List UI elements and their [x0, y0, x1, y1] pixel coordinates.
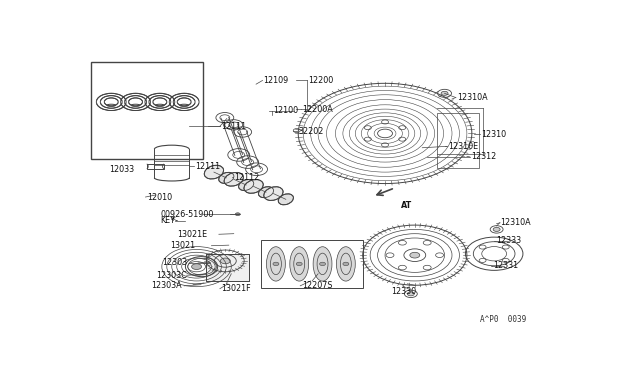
Circle shape	[236, 213, 240, 216]
Text: -: -	[175, 216, 178, 225]
Text: 12310A: 12310A	[457, 93, 488, 102]
Circle shape	[273, 262, 279, 266]
Bar	[91, 62, 202, 159]
Ellipse shape	[219, 172, 234, 183]
Text: 12111: 12111	[221, 122, 246, 131]
Circle shape	[191, 264, 202, 269]
Ellipse shape	[204, 165, 223, 179]
Text: 12303: 12303	[162, 259, 187, 267]
Circle shape	[343, 262, 349, 266]
Text: *: *	[170, 216, 175, 226]
Bar	[437, 113, 479, 168]
Text: 12100: 12100	[273, 106, 299, 115]
Text: 12312: 12312	[471, 153, 496, 161]
Circle shape	[319, 262, 326, 266]
Text: 12330: 12330	[392, 287, 417, 296]
Circle shape	[410, 252, 420, 258]
Text: 12310: 12310	[481, 129, 506, 138]
Text: 12331: 12331	[493, 261, 518, 270]
Text: 12112: 12112	[234, 173, 259, 182]
Ellipse shape	[290, 247, 308, 281]
Text: 12303C: 12303C	[156, 271, 187, 280]
Circle shape	[493, 227, 500, 231]
Text: 13021F: 13021F	[221, 284, 251, 293]
Ellipse shape	[313, 247, 332, 281]
Text: 12200A: 12200A	[301, 105, 332, 113]
Text: 12200: 12200	[308, 76, 333, 85]
Ellipse shape	[239, 180, 253, 190]
Text: 12310A: 12310A	[500, 218, 531, 227]
Text: 12109: 12109	[264, 76, 289, 85]
Ellipse shape	[266, 247, 285, 281]
Text: 12111: 12111	[195, 162, 220, 171]
Text: AT: AT	[401, 201, 413, 210]
Ellipse shape	[259, 187, 273, 198]
Text: 32202: 32202	[298, 126, 324, 136]
Text: 12310E: 12310E	[448, 142, 478, 151]
Text: 13021: 13021	[170, 241, 195, 250]
Text: A^P0  0039: A^P0 0039	[480, 315, 527, 324]
Bar	[207, 254, 249, 281]
Circle shape	[441, 92, 448, 95]
Text: 00926-51900: 00926-51900	[161, 210, 214, 219]
Circle shape	[296, 262, 302, 266]
Ellipse shape	[337, 247, 355, 281]
Ellipse shape	[224, 172, 243, 186]
Text: 12033: 12033	[109, 165, 135, 174]
Bar	[207, 254, 249, 281]
Text: 12010: 12010	[147, 193, 172, 202]
Text: 12333: 12333	[497, 236, 522, 246]
Circle shape	[408, 292, 414, 296]
Bar	[261, 240, 363, 288]
Text: KEY: KEY	[161, 216, 175, 225]
Text: 13021E: 13021E	[177, 230, 207, 239]
Ellipse shape	[264, 187, 283, 201]
Circle shape	[220, 258, 230, 264]
Ellipse shape	[278, 194, 293, 205]
Bar	[147, 164, 164, 169]
Text: 12207S: 12207S	[302, 281, 333, 290]
Ellipse shape	[244, 180, 263, 193]
Text: 12303A: 12303A	[151, 281, 182, 290]
